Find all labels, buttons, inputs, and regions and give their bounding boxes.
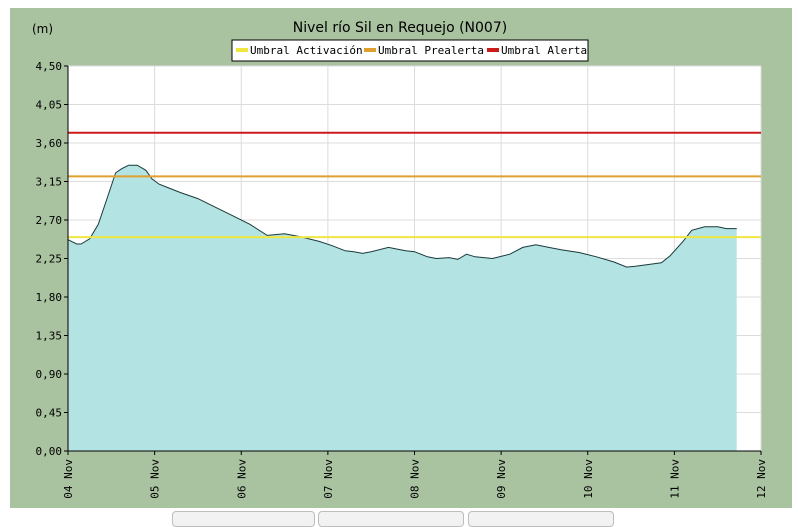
y-tick-label: 4,05: [36, 99, 63, 112]
x-tick-label: 06 Nov: [235, 459, 248, 499]
legend-swatch: [236, 48, 248, 52]
y-tick-label: 0,00: [36, 445, 63, 458]
y-tick-label: 0,90: [36, 368, 63, 381]
legend-label: Umbral Alerta: [501, 44, 587, 57]
x-tick-label: 10 Nov: [582, 459, 595, 499]
legend-label: Umbral Prealerta: [378, 44, 484, 57]
y-tick-label: 2,25: [36, 253, 63, 266]
legend-item-prealerta: Umbral Prealerta: [364, 44, 484, 57]
y-tick-label: 3,60: [36, 137, 63, 150]
threshold-lines: [68, 131, 761, 239]
chart-canvas: (m) Nivel río Sil en Requejo (N007) Umbr…: [32, 20, 768, 499]
x-tick-label: 09 Nov: [495, 459, 508, 499]
legend-box: [231, 39, 589, 62]
bottom-tab-3[interactable]: [468, 511, 614, 527]
x-tick-label: 12 Nov: [755, 459, 768, 499]
axes: [64, 65, 762, 455]
y-tick-label: 4,50: [36, 60, 63, 73]
x-tick-label: 04 Nov: [62, 459, 75, 499]
legend-swatch: [364, 48, 376, 52]
x-tick-label: 11 Nov: [668, 459, 681, 499]
y-tick-label: 2,70: [36, 214, 63, 227]
legend-swatch: [487, 48, 499, 52]
y-tick-label: 3,15: [36, 176, 63, 189]
chart-title: Nivel río Sil en Requejo (N007): [293, 20, 507, 36]
bottom-tab-1[interactable]: [172, 511, 315, 527]
y-tick-labels: 0,00 0,45 0,90 1,35 1,80 2,25 2,70 3,15 3,60 4,05…: [36, 60, 63, 458]
y-tick-label: 0,45: [36, 407, 63, 420]
y-unit-label: (m): [32, 22, 53, 36]
x-tick-label: 05 Nov: [149, 459, 162, 499]
legend-label: Umbral Activación: [250, 44, 363, 57]
x-tick-labels: 04 Nov 05 Nov 06 Nov 07 Nov 08 Nov 09 Nov 10 N…: [62, 459, 768, 499]
x-tick-label: 08 Nov: [409, 459, 422, 499]
chart-frame: (m) Nivel río Sil en Requejo (N007) Umbr…: [10, 8, 792, 508]
level-line: [67, 164, 737, 268]
x-tick-label: 07 Nov: [322, 459, 335, 499]
legend-item-activacion: Umbral Activación: [236, 44, 363, 57]
y-tick-label: 1,35: [36, 330, 63, 343]
bottom-tab-2[interactable]: [318, 511, 464, 527]
y-tick-label: 1,80: [36, 291, 63, 304]
legend-item-alerta: Umbral Alerta: [487, 44, 587, 57]
